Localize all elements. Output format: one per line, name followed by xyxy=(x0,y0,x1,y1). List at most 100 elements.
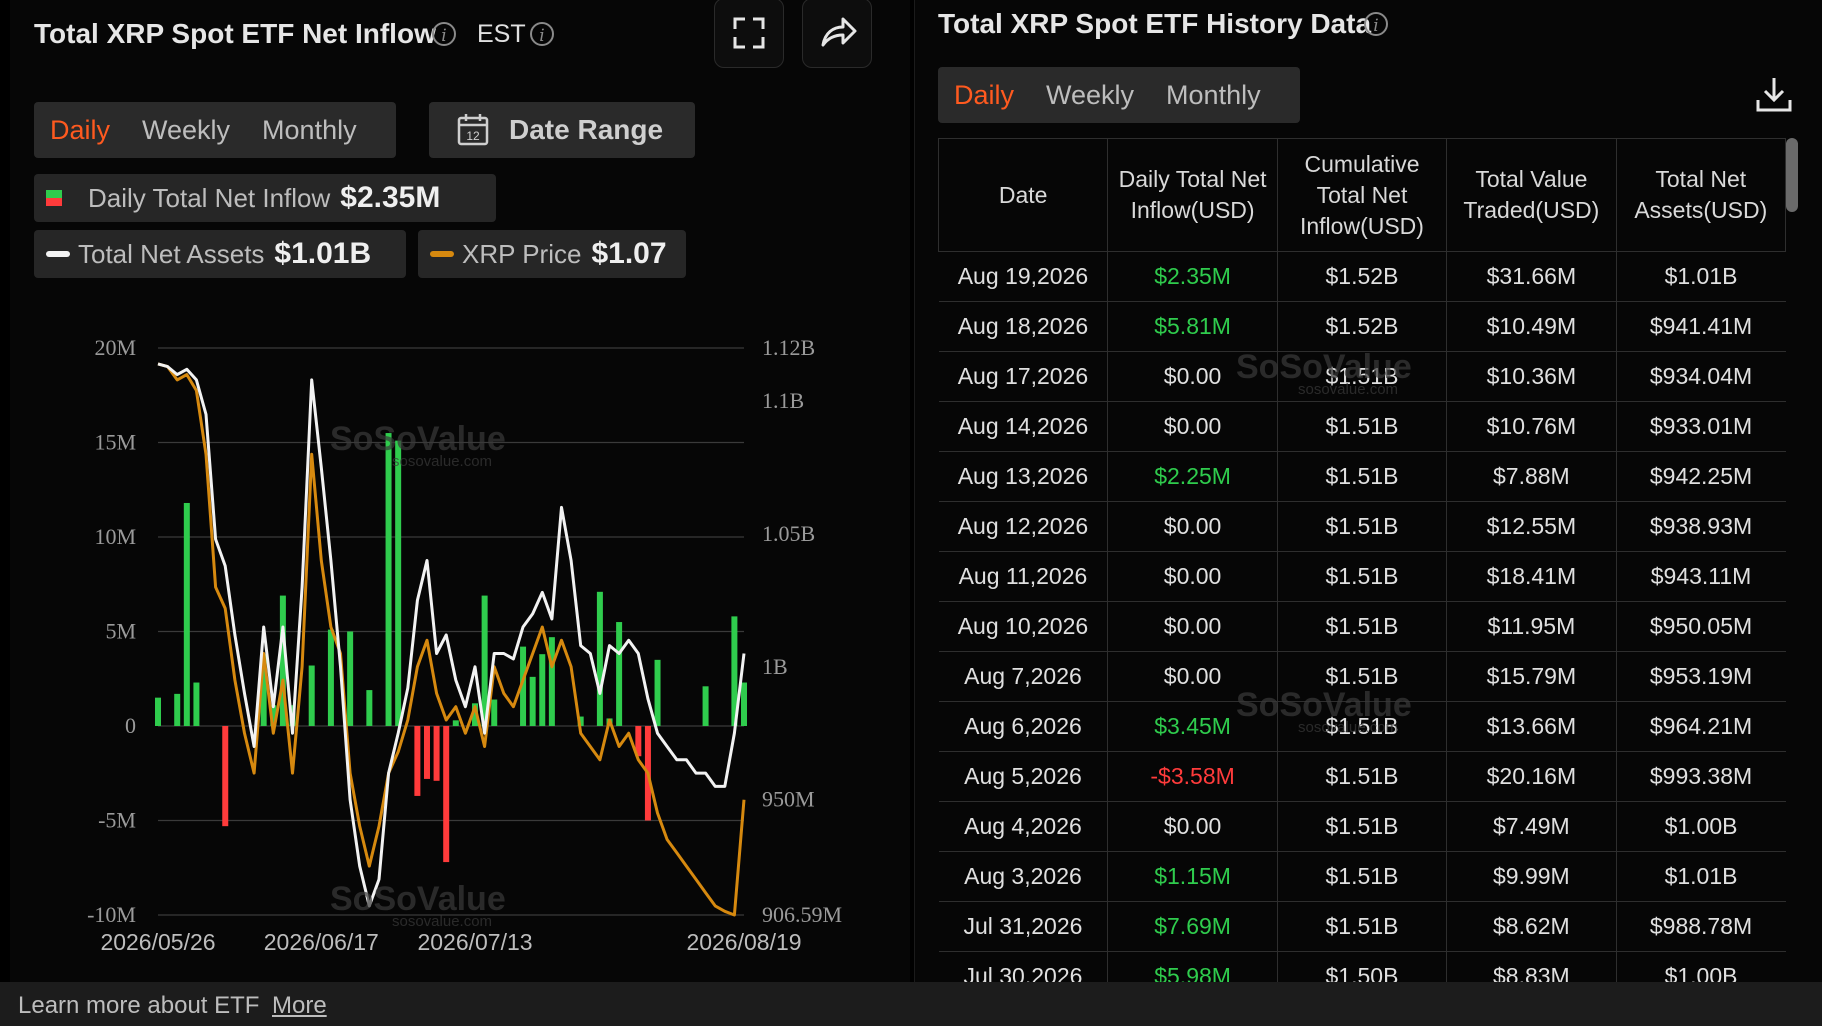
history-header-row: Date Daily Total Net Inflow(USD) Cumulat… xyxy=(937,138,1787,252)
cell-value-traded: $11.95M xyxy=(1446,601,1617,652)
cell-daily-inflow: $1.15M xyxy=(1107,851,1278,902)
share-button[interactable] xyxy=(802,0,872,68)
table-row[interactable]: Aug 4,2026 $0.00 $1.51B $7.49M $1.00B xyxy=(938,801,1786,852)
history-tab-weekly[interactable]: Weekly xyxy=(1046,79,1135,110)
cell-cumulative-inflow: $1.52B xyxy=(1276,251,1447,302)
table-row[interactable]: Aug 3,2026 $1.15M $1.51B $9.99M $1.01B xyxy=(938,851,1786,902)
table-scrollbar[interactable] xyxy=(1786,138,1798,212)
col-cumulative-inflow[interactable]: Cumulative Total Net Inflow(USD) xyxy=(1276,138,1448,252)
table-watermark-top: SoSoValue sosovalue.com xyxy=(1236,348,1412,398)
inflow-bar xyxy=(529,676,536,726)
x-tick-label: 2026/08/19 xyxy=(686,929,801,955)
history-tab-monthly[interactable]: Monthly xyxy=(1166,79,1261,110)
cell-cumulative-inflow: $1.52B xyxy=(1276,301,1447,352)
inflow-panel-title: Total XRP Spot ETF Net Inflow xyxy=(34,18,436,49)
info-icon[interactable]: i xyxy=(432,22,456,46)
legend-price-name: XRP Price xyxy=(462,238,582,269)
outflow-bar xyxy=(433,726,440,781)
footer-more-link[interactable]: More xyxy=(272,992,327,1019)
legend-daily-inflow[interactable]: Daily Total Net Inflow $2.35M xyxy=(34,174,496,222)
cell-value-traded: $15.79M xyxy=(1446,651,1617,702)
cell-cumulative-inflow: $1.51B xyxy=(1276,701,1447,752)
date-range-button[interactable]: 12 Date Range xyxy=(429,102,695,158)
cell-daily-inflow: $7.69M xyxy=(1107,901,1278,952)
download-icon[interactable] xyxy=(1752,72,1796,116)
cell-daily-inflow: -$3.58M xyxy=(1107,751,1278,802)
history-period-tabs: Daily Weekly Monthly xyxy=(938,67,1300,123)
inflow-bar xyxy=(741,682,747,726)
cell-value-traded: $9.99M xyxy=(1446,851,1617,902)
table-row[interactable]: Aug 19,2026 $2.35M $1.52B $31.66M $1.01B xyxy=(938,251,1786,302)
tab-daily[interactable]: Daily xyxy=(50,114,111,145)
inflow-bar xyxy=(155,697,161,726)
y-right-tick-label: 1.1B xyxy=(762,388,804,413)
watermark-top: SoSoValue sosovalue.com xyxy=(330,420,506,470)
y-right-tick-label: 950M xyxy=(762,787,815,812)
legend-xrp-price[interactable]: XRP Price $1.07 xyxy=(418,230,686,278)
inflow-bar xyxy=(596,591,603,726)
y-right-tick-label: 1.05B xyxy=(762,521,815,546)
y-left-tick-label: 20M xyxy=(94,335,136,360)
y-right-tick-label: 1.12B xyxy=(762,335,815,360)
table-row[interactable]: Aug 13,2026 $2.25M $1.51B $7.88M $942.25M xyxy=(938,451,1786,502)
cell-date: Aug 14,2026 xyxy=(938,401,1108,452)
inflow-bar xyxy=(327,629,334,726)
x-tick-label: 2026/05/26 xyxy=(100,929,215,955)
footer-text: Learn more about ETF xyxy=(18,992,260,1019)
col-net-assets[interactable]: Total Net Assets(USD) xyxy=(1615,138,1787,252)
cell-value-traded: $7.49M xyxy=(1446,801,1617,852)
cell-daily-inflow: $5.81M xyxy=(1107,301,1278,352)
history-info-icon[interactable]: i xyxy=(1364,12,1388,36)
table-row[interactable]: Aug 14,2026 $0.00 $1.51B $10.76M $933.01M xyxy=(938,401,1786,452)
table-row[interactable]: Aug 11,2026 $0.00 $1.51B $18.41M $943.11M xyxy=(938,551,1786,602)
cell-net-assets: $943.11M xyxy=(1615,551,1786,602)
table-row[interactable]: Aug 5,2026 -$3.58M $1.51B $20.16M $993.38M xyxy=(938,751,1786,802)
cell-cumulative-inflow: $1.51B xyxy=(1276,601,1447,652)
net-inflow-chart[interactable]: 20M 15M 10M 5M 0 -5M -10M 1.12B 1.1B 1.05B 1B 950M 9… xyxy=(0,0,900,982)
calendar-icon: 12 xyxy=(457,114,489,146)
table-row[interactable]: Aug 6,2026 $3.45M $1.51B $13.66M $964.21M xyxy=(938,701,1786,752)
inflow-bar xyxy=(654,659,661,726)
history-table: Date Daily Total Net Inflow(USD) Cumulat… xyxy=(937,138,1787,1002)
cell-value-traded: $20.16M xyxy=(1446,751,1617,802)
inflow-bar xyxy=(702,686,709,726)
col-date[interactable]: Date xyxy=(937,138,1109,252)
tab-monthly[interactable]: Monthly xyxy=(262,114,357,145)
inflow-bar xyxy=(174,693,181,726)
history-panel-title: Total XRP Spot ETF History Data xyxy=(938,8,1372,39)
share-icon xyxy=(821,17,857,47)
table-row[interactable]: Aug 10,2026 $0.00 $1.51B $11.95M $950.05M xyxy=(938,601,1786,652)
col-daily-inflow[interactable]: Daily Total Net Inflow(USD) xyxy=(1107,138,1278,252)
cell-value-traded: $31.66M xyxy=(1446,251,1617,302)
tab-weekly[interactable]: Weekly xyxy=(142,114,231,145)
table-row[interactable]: Aug 12,2026 $0.00 $1.51B $12.55M $938.93M xyxy=(938,501,1786,552)
cell-net-assets: $1.01B xyxy=(1615,851,1786,902)
legend-total-net-assets[interactable]: Total Net Assets $1.01B xyxy=(34,230,406,278)
cell-cumulative-inflow: $1.51B xyxy=(1276,401,1447,452)
cell-daily-inflow: $0.00 xyxy=(1107,351,1278,402)
outflow-bar xyxy=(414,726,421,796)
y-right-tick-label: 1B xyxy=(762,654,788,679)
cell-date: Aug 18,2026 xyxy=(938,301,1108,352)
x-tick-label: 2026/07/13 xyxy=(417,929,532,955)
table-row[interactable]: Aug 7,2026 $0.00 $1.51B $15.79M $953.19M xyxy=(938,651,1786,702)
y-left-tick-label: 15M xyxy=(94,430,136,455)
cell-net-assets: $933.01M xyxy=(1615,401,1786,452)
fullscreen-button[interactable] xyxy=(714,0,784,68)
timezone-info-icon[interactable]: i xyxy=(530,22,554,46)
inflow-swatch xyxy=(46,190,62,206)
y-right-tick-label: 906.59M xyxy=(762,902,842,927)
cell-value-traded: $8.62M xyxy=(1446,901,1617,952)
table-row[interactable]: Jul 31,2026 $7.69M $1.51B $8.62M $988.78M xyxy=(938,901,1786,952)
date-range-label: Date Range xyxy=(509,114,664,145)
legend-price-value: $1.07 xyxy=(591,237,667,270)
history-tab-daily[interactable]: Daily xyxy=(954,79,1015,110)
inflow-bar xyxy=(539,654,546,726)
table-row[interactable]: Aug 18,2026 $5.81M $1.52B $10.49M $941.41M xyxy=(938,301,1786,352)
cell-daily-inflow: $2.25M xyxy=(1107,451,1278,502)
assets-swatch xyxy=(46,251,70,257)
inflow-bar xyxy=(616,622,623,726)
inflow-bar xyxy=(183,502,190,726)
cell-daily-inflow: $2.35M xyxy=(1107,251,1278,302)
col-value-traded[interactable]: Total Value Traded(USD) xyxy=(1446,138,1617,252)
